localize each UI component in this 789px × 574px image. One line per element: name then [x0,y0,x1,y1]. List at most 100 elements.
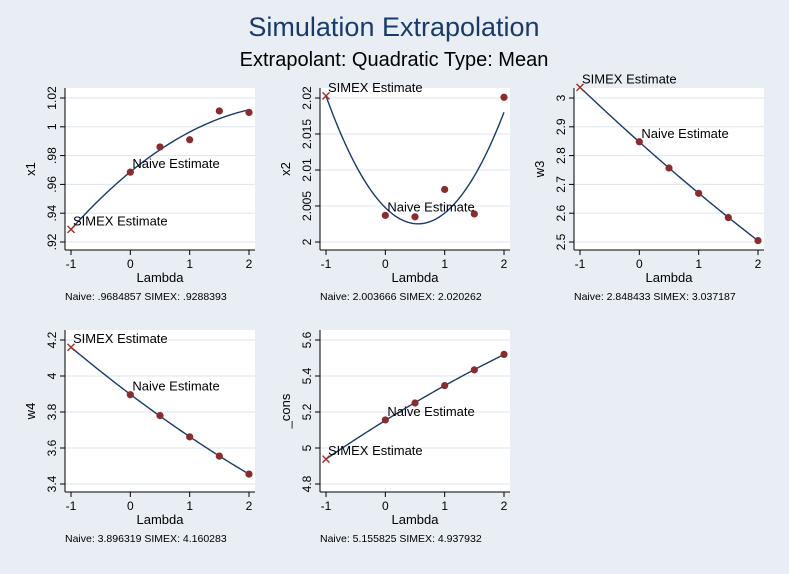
x-tick-label: -1 [66,257,77,271]
y-tick-label: .94 [45,205,59,222]
panel-_cons: 4.8 5 5.2 5.4 5.6 -1 0 1 2 Lambda _cons Naive Estim… [278,330,510,545]
data-point [665,164,673,172]
x-tick-label: 2 [501,499,508,513]
y-tick-label: 2.8 [554,147,568,164]
x-tick-label: 2 [501,257,508,271]
panel-x1: .92 .94 .96 .98 1 1.02 -1 0 1 2 Lambda x1 Naive Esti… [23,86,255,303]
simex-estimate-label: SIMEX Estimate [328,80,423,95]
y-tick-label: 4.8 [300,475,314,492]
naive-estimate-label: Naive Estimate [641,126,728,141]
y-tick-label: 1 [45,123,59,130]
y-tick-label: .96 [45,176,59,193]
data-point [441,185,449,194]
data-point [411,399,419,407]
x-tick-label: 0 [382,257,389,271]
x-axis-label: Lambda [392,270,440,285]
data-point [156,143,164,151]
data-point [724,213,732,222]
plot-area [65,330,255,492]
chart-subtitle: Extrapolant: Quadratic Type: Mean [240,49,549,71]
data-point [411,213,419,221]
y-tick-label: 1.02 [45,86,59,110]
panel-footer: Naive: 3.896319 SIMEX: 4.160283 [65,533,227,545]
y-axis-label: x2 [278,162,293,176]
data-point [695,189,703,197]
plot-area [320,330,510,492]
data-point [441,381,449,390]
panel-footer: Naive: 2.848433 SIMEX: 3.037187 [574,291,736,303]
data-point [381,416,389,424]
data-point [186,433,194,441]
x-tick-label: 0 [127,499,134,513]
simex-estimate-label: SIMEX Estimate [73,331,168,346]
fitted-curve [325,95,505,225]
y-tick-label: 3.8 [45,403,59,420]
data-point [186,136,194,144]
x-tick-label: 1 [441,257,448,271]
simex-marker [322,91,330,100]
x-tick-label: -1 [66,499,77,513]
naive-estimate-label: Naive Estimate [132,379,219,394]
data-point [500,350,508,358]
y-tick-label: 2.5 [554,233,568,250]
data-point [245,108,253,116]
y-tick-label: 2.01 [300,158,314,182]
simex-estimate-label: SIMEX Estimate [73,213,168,228]
y-tick-label: 3.4 [45,475,59,492]
y-tick-label: 3 [554,94,568,101]
data-point [500,93,508,101]
y-tick-label: 5.6 [300,331,314,348]
simex-marker [576,83,584,92]
naive-estimate-label: Naive Estimate [387,404,474,419]
y-tick-label: .98 [45,147,59,164]
simex-estimate-label: SIMEX Estimate [328,443,423,458]
simex-marker [67,343,75,352]
data-point [126,168,134,176]
x-tick-label: 1 [695,257,702,271]
chart-title: Simulation Extrapolation [248,12,539,42]
simex-marker [322,455,330,464]
x-tick-label: 1 [186,499,193,513]
x-axis-label: Lambda [392,512,440,527]
x-tick-label: 2 [246,257,253,271]
y-tick-label: 2.005 [300,191,314,221]
x-tick-label: -1 [575,257,586,271]
x-tick-label: 1 [441,499,448,513]
y-tick-label: 5 [300,444,314,451]
y-tick-label: 4 [45,372,59,379]
y-tick-label: .92 [45,233,59,250]
naive-estimate-label: Naive Estimate [132,156,219,171]
plot-area [320,88,510,250]
panel-footer: Naive: .9684857 SIMEX: .9288393 [65,291,227,303]
panel-x2: 2 2.005 2.01 2.015 2.02 -1 0 1 2 Lambda x2 Naive Es… [278,80,510,303]
panel-w4: 3.4 3.6 3.8 4 4.2 -1 0 1 2 Lambda w4 Naive Estimate… [23,330,255,545]
x-axis-label: Lambda [646,270,694,285]
x-axis-label: Lambda [137,270,185,285]
panel-footer: Naive: 5.155825 SIMEX: 4.937932 [320,533,482,545]
y-tick-label: 2.9 [554,118,568,135]
data-point [156,412,164,420]
y-tick-label: 2 [300,238,314,245]
x-tick-label: 0 [382,499,389,513]
panel-w3: 2.5 2.6 2.7 2.8 2.9 3 -1 0 1 2 Lambda w3 Naive Estim… [532,71,764,303]
data-point [635,138,643,146]
y-axis-label: x1 [23,162,38,176]
y-tick-label: 2.015 [300,119,314,149]
y-tick-label: 5.4 [300,367,314,384]
data-point [126,391,134,399]
y-tick-label: 2.02 [300,86,314,110]
data-point [754,236,762,245]
x-tick-label: 0 [127,257,134,271]
y-tick-label: 2.6 [554,205,568,222]
simex-marker [67,225,75,234]
x-tick-label: -1 [321,499,332,513]
naive-estimate-label: Naive Estimate [387,199,474,214]
panels: .92 .94 .96 .98 1 1.02 -1 0 1 2 Lambda x1 Naive Esti… [23,71,764,545]
panel-footer: Naive: 2.003666 SIMEX: 2.020262 [320,291,482,303]
data-point [381,211,389,219]
x-tick-label: -1 [321,257,332,271]
y-tick-label: 3.6 [45,439,59,456]
data-point [245,470,253,478]
y-axis-label: w3 [532,161,547,179]
